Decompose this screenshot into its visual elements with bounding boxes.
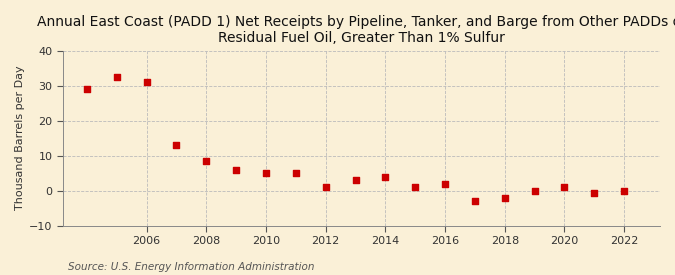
Point	[619, 189, 630, 193]
Point	[261, 171, 271, 175]
Point	[320, 185, 331, 189]
Point	[201, 159, 212, 163]
Point	[470, 199, 481, 204]
Point	[82, 87, 92, 91]
Point	[231, 167, 242, 172]
Point	[439, 182, 450, 186]
Y-axis label: Thousand Barrels per Day: Thousand Barrels per Day	[15, 66, 25, 210]
Text: Source: U.S. Energy Information Administration: Source: U.S. Energy Information Administ…	[68, 262, 314, 272]
Point	[290, 171, 301, 175]
Point	[589, 190, 599, 195]
Title: Annual East Coast (PADD 1) Net Receipts by Pipeline, Tanker, and Barge from Othe: Annual East Coast (PADD 1) Net Receipts …	[37, 15, 675, 45]
Point	[171, 143, 182, 147]
Point	[529, 189, 540, 193]
Point	[141, 80, 152, 84]
Point	[559, 185, 570, 189]
Point	[380, 175, 391, 179]
Point	[111, 75, 122, 79]
Point	[350, 178, 361, 182]
Point	[500, 196, 510, 200]
Point	[410, 185, 421, 189]
